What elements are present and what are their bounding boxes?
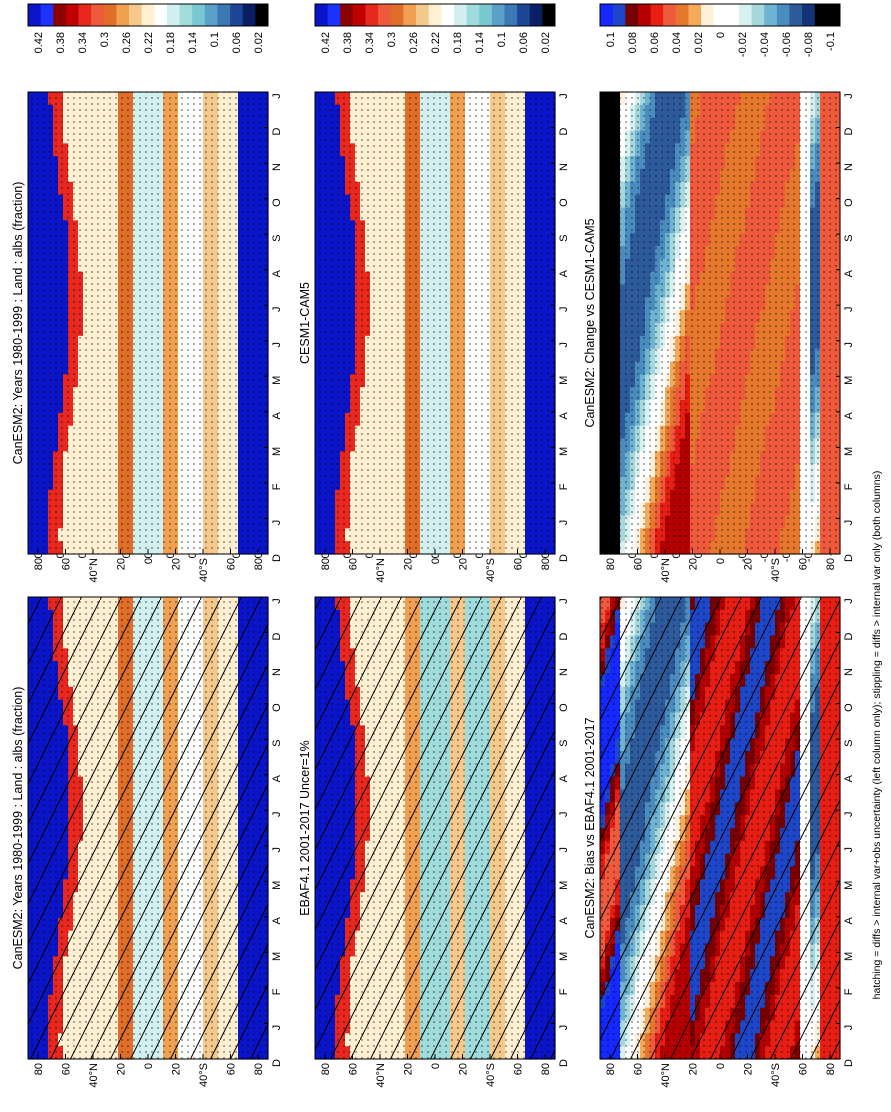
month-tick-label: F (271, 988, 283, 995)
lat-tick-label: 60 (61, 1063, 73, 1075)
colorbar-swatch (116, 4, 129, 26)
colorbar-tick-label: 0.42 (33, 32, 45, 53)
colorbar-tick-label: 0.1 (209, 32, 221, 47)
month-tick-label: O (271, 198, 283, 207)
month-tick-label: A (271, 412, 283, 420)
lat-tick-label: 20 (116, 1063, 128, 1075)
colorbar-tick-label: 0.02 (253, 32, 265, 53)
month-tick-label: D (271, 128, 283, 136)
lat-tick-label: 20 (116, 558, 128, 570)
colorbar-swatch (230, 4, 243, 26)
colorbar-swatch (167, 4, 180, 26)
colorbar-swatch (79, 4, 92, 26)
lat-tick-label: 60 (226, 1063, 238, 1075)
colorbar-swatch (28, 4, 41, 26)
lat-tick-label: 40°S (198, 558, 210, 582)
lat-tick-label: 20 (171, 558, 183, 570)
lat-tick-label: 0 (143, 1063, 155, 1069)
month-tick-label: J (271, 1025, 283, 1031)
month-tick-label: M (271, 447, 283, 456)
colorbar-swatch (180, 4, 193, 26)
colorbar-swatch (154, 4, 167, 26)
panel-p1: 80 60 40°N 20 0 20 40°S 60 80 D J F M A M J J A S O N D J CanES… (11, 509, 283, 1088)
colorbar-swatch (53, 4, 66, 26)
colorbar-tick-label: 0.26 (121, 32, 133, 53)
month-tick-label: D (271, 554, 283, 562)
month-tick-label: D (271, 633, 283, 641)
colorbar-tick-label: 0.18 (165, 32, 177, 53)
month-tick-label: J (271, 598, 283, 604)
month-tick-label: M (271, 376, 283, 385)
colorbar: 0.42 0.38 0.34 0.3 0.26 0.22 0.18 0.14 0.1 0.06 0.… (28, 4, 269, 53)
month-tick-label: S (271, 739, 283, 746)
month-tick-label: J (271, 520, 283, 526)
colorbar-swatch (192, 4, 205, 26)
colorbar-swatch (205, 4, 218, 26)
month-tick-label: J (271, 342, 283, 348)
panel-p2: 80 60 40°N 20 0 20 40°S 60 80 D J F M A M J J A S O N D J CanES… (11, 4, 283, 583)
colorbar-tick-label: 0.3 (99, 32, 111, 47)
colorbar-swatch (255, 4, 268, 26)
panels-layer: 80 60 40°N 20 0 20 40°S 60 80 D J F M A M J J A S O N D J CanES… (11, 4, 855, 1088)
colorbar-swatch (142, 4, 155, 26)
panel-title: CanESM2: Years 1980-1999 : Land : albs (… (11, 687, 25, 970)
colorbar-tick-label: 0.38 (55, 32, 67, 53)
colorbar-tick-label: 0.22 (143, 32, 155, 53)
month-tick-label: N (271, 163, 283, 171)
month-tick-label: J (271, 811, 283, 817)
colorbar-swatch (104, 4, 117, 26)
month-tick-label: S (271, 234, 283, 241)
hatch-overlay (28, 597, 268, 1059)
month-tick-label: A (271, 774, 283, 782)
colorbar-swatch (91, 4, 104, 26)
colorbar-tick-label: 0.34 (77, 32, 89, 53)
lat-tick-label: 40°N (88, 1063, 100, 1088)
lat-tick-label: 60 (226, 558, 238, 570)
month-tick-label: J (271, 306, 283, 312)
month-tick-label: O (271, 703, 283, 712)
month-tick-label: J (271, 93, 283, 99)
colorbar-swatch (243, 4, 256, 26)
lat-tick-label: 20 (171, 1063, 183, 1075)
month-tick-label: M (271, 952, 283, 961)
colorbar-swatch (41, 4, 54, 26)
colorbar-swatch (66, 4, 79, 26)
month-tick-label: D (271, 1059, 283, 1067)
month-tick-label: F (271, 483, 283, 490)
lat-tick-label: 60 (61, 558, 73, 570)
lat-tick-label: 80 (253, 1063, 265, 1075)
month-tick-label: A (271, 269, 283, 277)
colorbar-swatch (217, 4, 230, 26)
month-tick-label: M (271, 881, 283, 890)
colorbar-tick-label: 0.14 (187, 32, 199, 53)
lat-tick-label: 80 (33, 1063, 45, 1075)
month-tick-label: J (271, 847, 283, 853)
lat-tick-label: 0 (143, 558, 155, 564)
colorbar-swatch (129, 4, 142, 26)
colorbar-tick-label: 0.06 (231, 32, 243, 53)
month-tick-label: A (271, 917, 283, 925)
lat-tick-label: 40°S (198, 1063, 210, 1087)
month-tick-label: N (271, 668, 283, 676)
lat-tick-label: 80 (253, 558, 265, 570)
panel-title: CanESM2: Years 1980-1999 : Land : albs (… (11, 182, 25, 465)
lat-tick-label: 40°N (88, 558, 100, 583)
stipple-overlay (28, 92, 268, 554)
lat-tick-label: 80 (33, 558, 45, 570)
